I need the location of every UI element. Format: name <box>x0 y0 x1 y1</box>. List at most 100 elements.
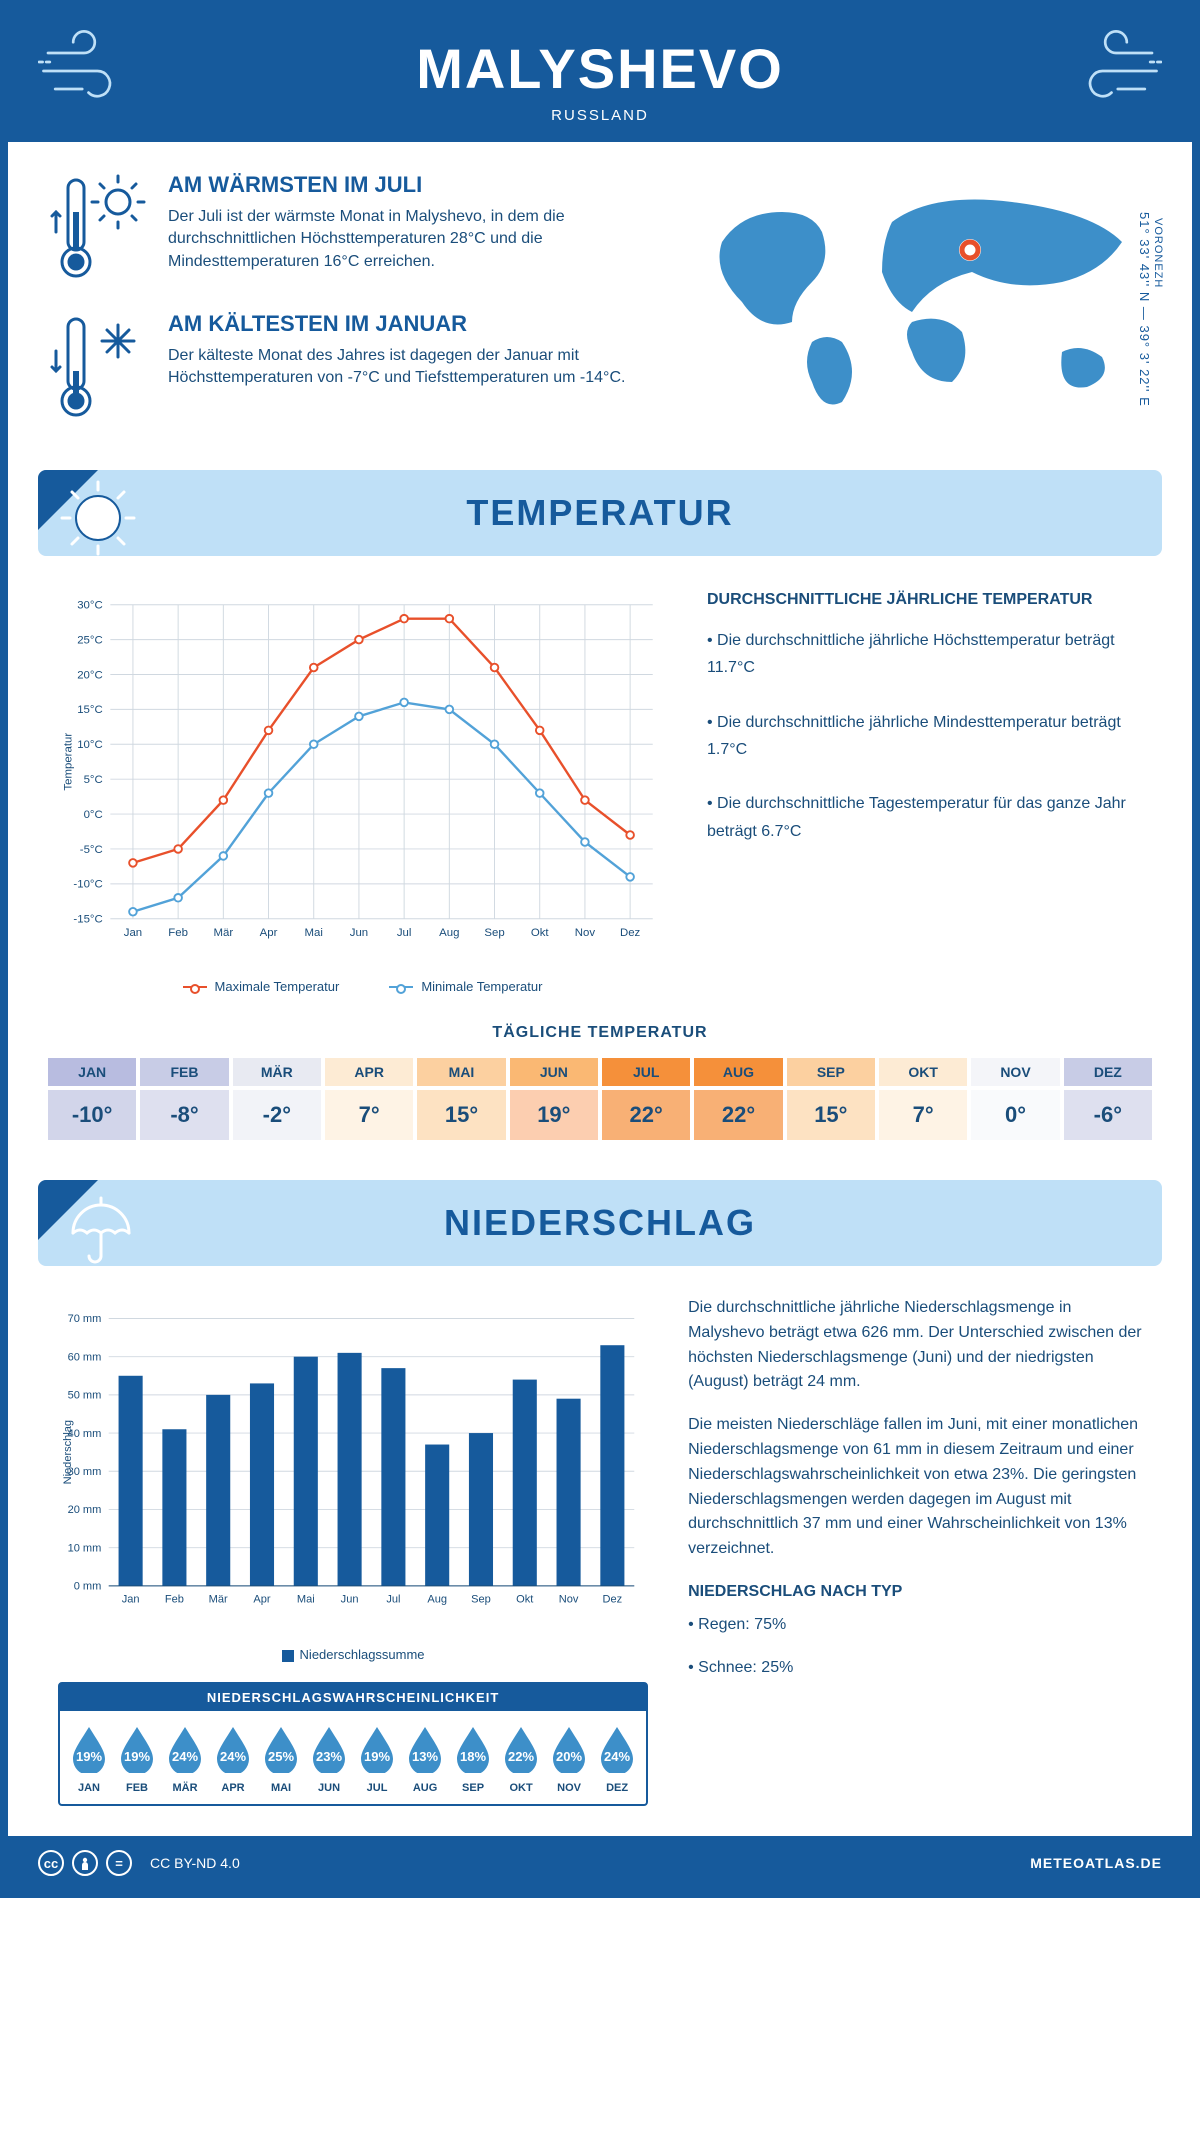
precipitation-summary: Die durchschnittliche jährliche Niedersc… <box>688 1296 1142 1806</box>
svg-text:25°C: 25°C <box>77 634 103 646</box>
svg-text:Aug: Aug <box>427 1593 447 1605</box>
dt-value: 22° <box>602 1090 690 1140</box>
license-badge: cc = CC BY-ND 4.0 <box>38 1850 240 1876</box>
daily-temperature-table: TÄGLICHE TEMPERATUR JANFEBMÄRAPRMAIJUNJU… <box>8 1024 1192 1170</box>
coordinates: VORONEZH 51° 33' 43'' N — 39° 3' 22'' E <box>1137 212 1164 407</box>
prob-drop: 19% JAN <box>66 1725 112 1794</box>
umbrella-icon <box>58 1188 138 1268</box>
svg-text:Mai: Mai <box>297 1593 315 1605</box>
world-map-icon <box>692 172 1152 432</box>
svg-text:Okt: Okt <box>516 1593 533 1605</box>
precipitation-probability: NIEDERSCHLAGSWAHRSCHEINLICHKEIT 19% JAN … <box>58 1682 648 1806</box>
dt-value: -6° <box>1064 1090 1152 1140</box>
prob-drop: 24% MÄR <box>162 1725 208 1794</box>
prob-drop: 22% OKT <box>498 1725 544 1794</box>
dt-value: 22° <box>694 1090 782 1140</box>
svg-text:Feb: Feb <box>165 1593 184 1605</box>
dt-value: 0° <box>971 1090 1059 1140</box>
svg-text:19%: 19% <box>124 1749 150 1764</box>
svg-text:19%: 19% <box>364 1749 390 1764</box>
temperature-chart: -15°C-10°C-5°C0°C5°C10°C15°C20°C25°C30°C… <box>58 586 667 994</box>
dt-month: NOV <box>971 1058 1059 1086</box>
svg-text:Dez: Dez <box>603 1593 623 1605</box>
svg-text:-15°C: -15°C <box>73 914 102 926</box>
prob-drop: 25% MAI <box>258 1725 304 1794</box>
country-label: RUSSLAND <box>8 107 1192 124</box>
svg-text:13%: 13% <box>412 1749 438 1764</box>
temperature-summary: DURCHSCHNITTLICHE JÄHRLICHE TEMPERATUR •… <box>707 586 1142 994</box>
dt-month: DEZ <box>1064 1058 1152 1086</box>
dt-month: JAN <box>48 1058 136 1086</box>
dt-month: AUG <box>694 1058 782 1086</box>
svg-text:70 mm: 70 mm <box>68 1313 102 1325</box>
nd-icon: = <box>106 1850 132 1876</box>
header: MALYSHEVO RUSSLAND <box>8 8 1192 142</box>
svg-text:Jul: Jul <box>397 927 412 939</box>
precipitation-chart: 0 mm10 mm20 mm30 mm40 mm50 mm60 mm70 mmJ… <box>58 1296 648 1662</box>
svg-text:18%: 18% <box>460 1749 486 1764</box>
precip-section-title: NIEDERSCHLAG <box>38 1202 1162 1244</box>
prob-drop: 23% JUN <box>306 1725 352 1794</box>
prob-drop: 19% JUL <box>354 1725 400 1794</box>
svg-text:Sep: Sep <box>471 1593 491 1605</box>
svg-text:Sep: Sep <box>484 927 504 939</box>
svg-text:Niederschlag: Niederschlag <box>62 1420 74 1484</box>
cc-icon: cc <box>38 1850 64 1876</box>
site-credit: METEOATLAS.DE <box>1030 1855 1162 1871</box>
svg-text:20°C: 20°C <box>77 669 103 681</box>
svg-text:5°C: 5°C <box>84 774 103 786</box>
dt-value: -2° <box>233 1090 321 1140</box>
svg-text:Nov: Nov <box>559 1593 579 1605</box>
dt-month: JUN <box>510 1058 598 1086</box>
svg-text:24%: 24% <box>604 1749 630 1764</box>
temp-section-title: TEMPERATUR <box>38 492 1162 534</box>
svg-text:24%: 24% <box>220 1749 246 1764</box>
svg-text:Temperatur: Temperatur <box>62 733 74 791</box>
prob-drop: 19% FEB <box>114 1725 160 1794</box>
infographic-frame: MALYSHEVO RUSSLAND AM WÄRMSTEN IM JULI D… <box>0 0 1200 1898</box>
svg-text:Aug: Aug <box>439 927 459 939</box>
svg-text:0 mm: 0 mm <box>74 1581 102 1593</box>
svg-text:-5°C: -5°C <box>80 844 103 856</box>
fact-warm-title: AM WÄRMSTEN IM JULI <box>168 172 662 198</box>
wind-icon-left <box>38 26 148 116</box>
svg-text:22%: 22% <box>508 1749 534 1764</box>
dt-value: 15° <box>787 1090 875 1140</box>
wind-icon-right <box>1052 26 1162 116</box>
svg-text:10°C: 10°C <box>77 739 103 751</box>
dt-value: 15° <box>417 1090 505 1140</box>
temp-legend: Maximale Temperatur Minimale Temperatur <box>58 979 667 994</box>
svg-text:23%: 23% <box>316 1749 342 1764</box>
location-map: VORONEZH 51° 33' 43'' N — 39° 3' 22'' E <box>692 172 1152 450</box>
svg-text:20%: 20% <box>556 1749 582 1764</box>
climate-facts: AM WÄRMSTEN IM JULI Der Juli ist der wär… <box>48 172 662 450</box>
prob-drop: 18% SEP <box>450 1725 496 1794</box>
fact-warm-body: Der Juli ist der wärmste Monat in Malysh… <box>168 206 662 273</box>
svg-text:30°C: 30°C <box>77 600 103 612</box>
top-info: AM WÄRMSTEN IM JULI Der Juli ist der wär… <box>8 142 1192 460</box>
city-title: MALYSHEVO <box>8 36 1192 101</box>
svg-text:0°C: 0°C <box>84 809 103 821</box>
fact-cold-title: AM KÄLTESTEN IM JANUAR <box>168 311 662 337</box>
svg-text:-10°C: -10°C <box>73 879 102 891</box>
svg-text:60 mm: 60 mm <box>68 1351 102 1363</box>
svg-text:Apr: Apr <box>253 1593 271 1605</box>
footer: cc = CC BY-ND 4.0 METEOATLAS.DE <box>8 1836 1192 1890</box>
svg-text:Jun: Jun <box>341 1593 359 1605</box>
dt-value: 7° <box>325 1090 413 1140</box>
svg-text:Mär: Mär <box>209 1593 228 1605</box>
svg-text:Nov: Nov <box>575 927 596 939</box>
svg-text:Jan: Jan <box>122 1593 140 1605</box>
dt-value: -10° <box>48 1090 136 1140</box>
thermometer-sun-icon <box>48 172 148 287</box>
dt-month: FEB <box>140 1058 228 1086</box>
prob-drop: 24% DEZ <box>594 1725 640 1794</box>
svg-text:Apr: Apr <box>260 927 278 939</box>
dt-month: JUL <box>602 1058 690 1086</box>
dt-month: APR <box>325 1058 413 1086</box>
fact-cold-body: Der kälteste Monat des Jahres ist dagege… <box>168 345 662 390</box>
svg-text:Feb: Feb <box>168 927 188 939</box>
sun-icon <box>58 478 138 558</box>
dt-month: OKT <box>879 1058 967 1086</box>
svg-text:Mär: Mär <box>214 927 234 939</box>
